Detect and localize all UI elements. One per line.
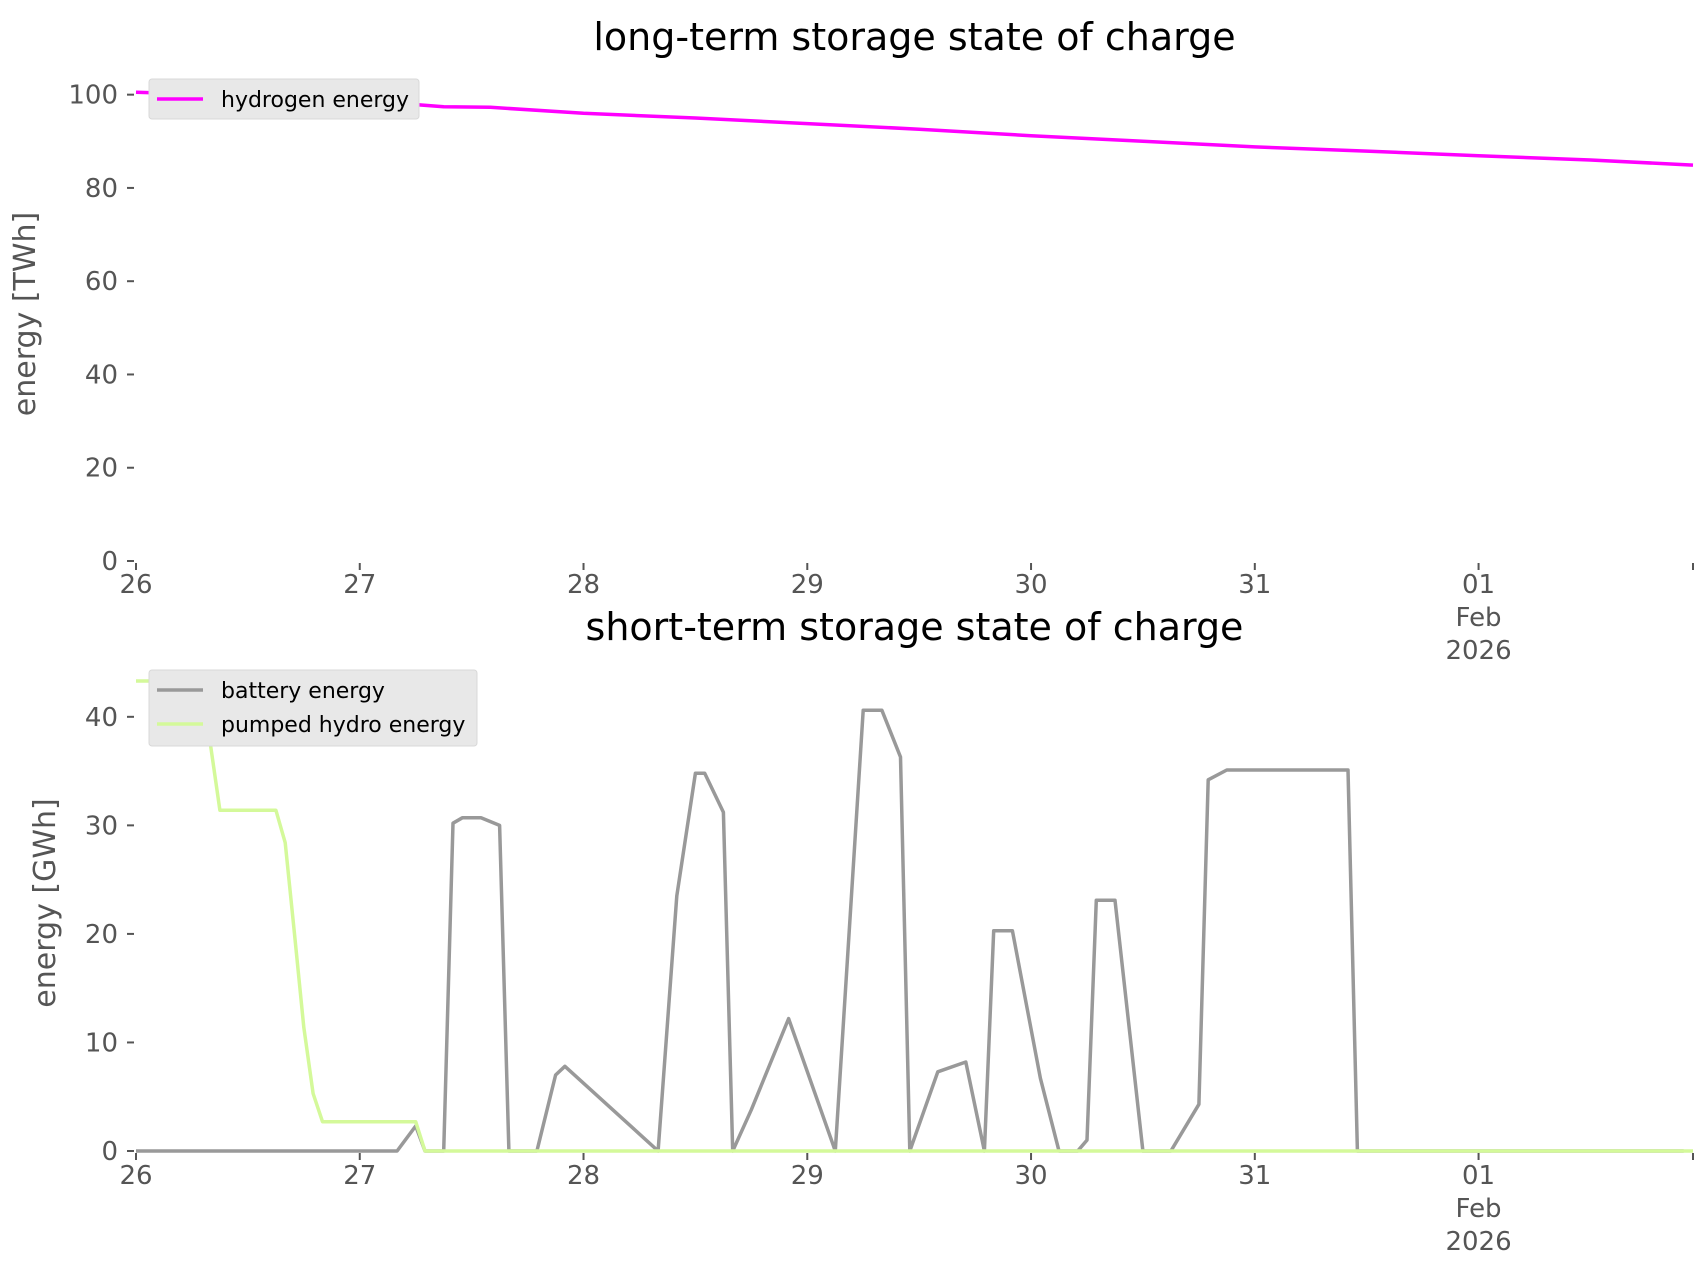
x-tick-label: 01 Feb 2026 <box>1445 570 1511 666</box>
x-tick-label: 26 <box>119 570 152 600</box>
legend: hydrogen energy <box>148 78 420 120</box>
x-tick-label: 26 <box>119 1161 152 1191</box>
y-tick-label: 10 <box>85 1028 118 1058</box>
x-tick-label-line: Feb <box>1456 603 1502 633</box>
legend-label: hydrogen energy <box>221 88 409 113</box>
y-tick-label: 0 <box>101 1137 118 1167</box>
legend: battery energy pumped hydro energy <box>148 669 478 747</box>
y-tick-label: 30 <box>85 811 118 841</box>
x-tick-label: 01 Feb 2026 <box>1445 1161 1511 1257</box>
x-tick-label: 28 <box>567 570 600 600</box>
x-tick-label-line: Feb <box>1456 1194 1502 1224</box>
y-axis-label: energy [TWh] <box>8 212 43 416</box>
chart-panel-2: short-term storage state of charge energy… <box>28 605 1694 1257</box>
x-tick-label-line: 01 <box>1462 1161 1495 1191</box>
x-tick-label: 31 <box>1238 570 1271 600</box>
y-tick-label: 100 <box>68 81 118 111</box>
series-line-battery-energy <box>136 708 1684 1153</box>
x-tick-label-line: 27 <box>343 570 376 600</box>
x-tick-label: 29 <box>791 570 824 600</box>
chart-title: long-term storage state of charge <box>593 15 1235 59</box>
x-tick-label: 30 <box>1014 570 1047 600</box>
y-tick-label: 0 <box>101 547 118 577</box>
x-tick-label-line: 01 <box>1462 570 1495 600</box>
x-tick-label-line: 30 <box>1014 570 1047 600</box>
x-tick-label: 27 <box>343 1161 376 1191</box>
y-tick-label: 20 <box>85 920 118 950</box>
series-line-pumped-hydro-energy <box>136 679 1693 1153</box>
x-tick-label: 27 <box>343 570 376 600</box>
x-tick-label-line: 26 <box>119 570 152 600</box>
x-tick-label-line: 30 <box>1014 1161 1047 1191</box>
chart-panel-1: long-term storage state of charge energy … <box>8 15 1694 666</box>
legend-label: battery energy <box>221 679 385 704</box>
y-tick-label: 40 <box>85 703 118 733</box>
x-tick-label-line: 2026 <box>1445 1227 1511 1257</box>
x-tick-label: 28 <box>567 1161 600 1191</box>
x-tick-label: 30 <box>1014 1161 1047 1191</box>
x-tick-label-line: 28 <box>567 1161 600 1191</box>
legend-box <box>148 78 420 120</box>
x-tick-label-line: 26 <box>119 1161 152 1191</box>
legend-label: pumped hydro energy <box>221 713 465 738</box>
x-tick-label: 29 <box>791 1161 824 1191</box>
x-tick-label-line: 28 <box>567 570 600 600</box>
x-tick-label: 31 <box>1238 1161 1271 1191</box>
y-tick-label: 80 <box>85 174 118 204</box>
y-axis-label: energy [GWh] <box>28 798 63 1007</box>
x-tick-label-line: 27 <box>343 1161 376 1191</box>
y-tick-label: 60 <box>85 267 118 297</box>
y-tick-label: 20 <box>85 454 118 484</box>
x-tick-label-line: 31 <box>1238 570 1271 600</box>
x-tick-label-line: 29 <box>791 1161 824 1191</box>
x-tick-label-line: 31 <box>1238 1161 1271 1191</box>
chart-title: short-term storage state of charge <box>586 605 1244 649</box>
x-tick-label-line: 29 <box>791 570 824 600</box>
y-tick-label: 40 <box>85 360 118 390</box>
legend-box <box>148 669 478 747</box>
x-tick-label-line: 2026 <box>1445 636 1511 666</box>
